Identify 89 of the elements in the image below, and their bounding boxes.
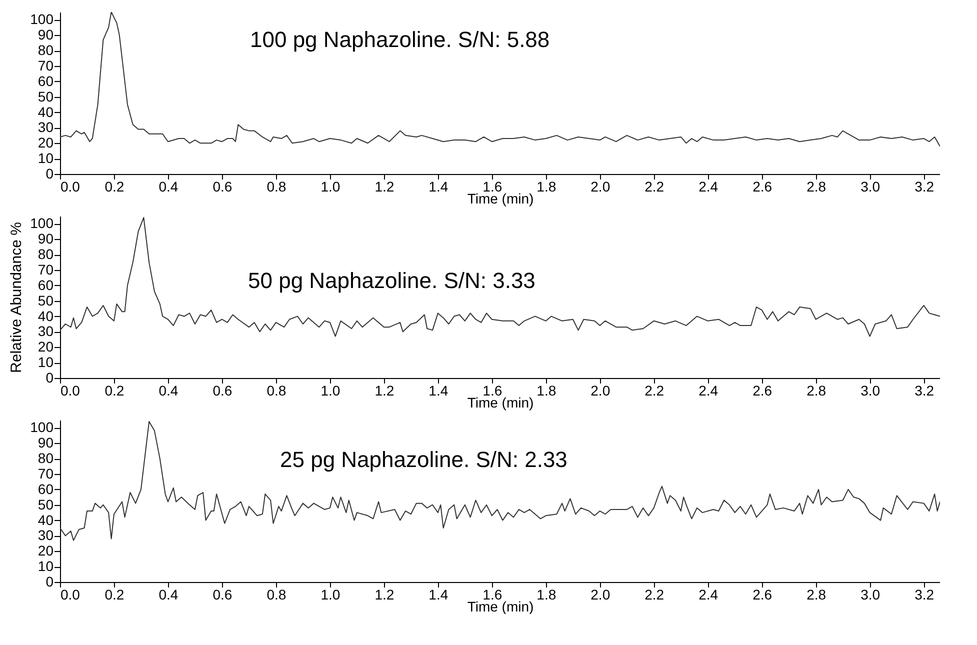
- x-tick-label: 0.6: [212, 178, 232, 194]
- x-tick-label: 2.6: [752, 178, 772, 194]
- y-tick-label: 100: [30, 215, 54, 232]
- line-series: [60, 12, 940, 147]
- x-tick-label: 1.2: [374, 586, 394, 602]
- x-tick-label: 2.4: [698, 382, 718, 398]
- x-tick-label: 2.8: [806, 178, 826, 194]
- x-tick-label: 0.6: [212, 586, 232, 602]
- x-tick-label: 1.0: [320, 586, 340, 602]
- y-tick-label: 40: [38, 308, 54, 324]
- x-tick-label: 0.0: [60, 178, 80, 194]
- y-tick-label: 80: [38, 246, 54, 262]
- x-tick-label: 2.0: [590, 586, 610, 602]
- x-tick-label: 1.0: [320, 178, 340, 194]
- x-tick-label: 1.8: [536, 382, 556, 398]
- y-tick-label: 0: [46, 574, 54, 590]
- y-tick-label: 30: [38, 119, 54, 136]
- x-tick-label: 2.6: [752, 382, 772, 398]
- y-tick-label: 50: [38, 496, 54, 512]
- x-tick-label: 2.4: [698, 178, 718, 194]
- y-tick-label: 30: [38, 323, 54, 340]
- text: 100 pg Naphazoline. S/N: 5.88: [250, 27, 550, 52]
- x-tick-label: 0.0: [60, 382, 80, 398]
- text: 25 pg Naphazoline. S/N: 2.33: [280, 447, 568, 472]
- x-tick-label: 2.2: [644, 178, 664, 194]
- x-tick-label: 3.0: [860, 586, 880, 602]
- y-tick-label: 30: [38, 527, 54, 544]
- x-tick-label: 0.2: [104, 586, 124, 602]
- x-tick-label: 1.4: [428, 178, 448, 194]
- y-tick-label: 90: [38, 230, 54, 247]
- x-tick-label: 0.4: [158, 586, 178, 602]
- x-tick-label: 2.6: [752, 586, 772, 602]
- y-tick-label: 90: [38, 434, 54, 451]
- x-tick-label: 2.8: [806, 586, 826, 602]
- y-tick-label: 0: [46, 370, 54, 386]
- line-series: [60, 217, 940, 337]
- x-tick-label: 2.2: [644, 382, 664, 398]
- x-tick-label: 2.2: [644, 586, 664, 602]
- y-axis-title: Relative Abundance %: [8, 222, 26, 373]
- x-tick-label: 0.6: [212, 382, 232, 398]
- y-tick-label: 100: [30, 419, 54, 436]
- y-tick-label: 80: [38, 42, 54, 58]
- x-tick-label: 1.8: [536, 178, 556, 194]
- x-tick-label: 1.0: [320, 382, 340, 398]
- x-tick-label: 2.8: [806, 382, 826, 398]
- x-tick-label: 0.0: [60, 586, 80, 602]
- x-tick-label: 3.2: [914, 178, 934, 194]
- x-tick-label: 0.2: [104, 382, 124, 398]
- y-tick-label: 0: [46, 166, 54, 182]
- y-tick-label: 60: [38, 72, 54, 89]
- x-tick-label: 0.4: [158, 178, 178, 194]
- y-tick-label: 20: [38, 542, 54, 559]
- x-tick-label: 2.0: [590, 178, 610, 194]
- y-tick-label: 50: [38, 88, 54, 104]
- x-tick-label: 3.2: [914, 586, 934, 602]
- y-tick-label: 10: [38, 150, 54, 166]
- x-tick-label: 1.6: [482, 586, 502, 602]
- x-tick-label: 1.4: [428, 586, 448, 602]
- y-tick-label: 20: [38, 338, 54, 355]
- y-tick-label: 70: [38, 262, 54, 278]
- text: 50 pg Naphazoline. S/N: 3.33: [248, 268, 536, 293]
- x-tick-label: 3.0: [860, 178, 880, 194]
- x-tick-label: 0.2: [104, 178, 124, 194]
- y-tick-label: 60: [38, 480, 54, 497]
- y-tick-label: 80: [38, 450, 54, 466]
- y-tick-label: 10: [38, 558, 54, 574]
- x-tick-label: 1.8: [536, 586, 556, 602]
- y-tick-label: 70: [38, 58, 54, 74]
- x-tick-label: 0.4: [158, 382, 178, 398]
- y-tick-label: 20: [38, 134, 54, 151]
- y-tick-label: 70: [38, 466, 54, 482]
- x-tick-label: 0.8: [266, 178, 286, 194]
- x-tick-label: 1.4: [428, 382, 448, 398]
- x-tick-label: 1.2: [374, 382, 394, 398]
- x-tick-label: 1.2: [374, 178, 394, 194]
- y-tick-label: 40: [38, 512, 54, 528]
- y-tick-label: 90: [38, 26, 54, 43]
- x-tick-label: 2.0: [590, 382, 610, 398]
- y-tick-label: 10: [38, 354, 54, 370]
- y-tick-label: 50: [38, 292, 54, 308]
- x-tick-label: 3.2: [914, 382, 934, 398]
- y-tick-label: 100: [30, 11, 54, 28]
- y-tick-label: 60: [38, 276, 54, 293]
- x-tick-label: 3.0: [860, 382, 880, 398]
- x-tick-label: 2.4: [698, 586, 718, 602]
- x-tick-label: 0.8: [266, 382, 286, 398]
- y-tick-label: 40: [38, 104, 54, 120]
- line-series: [60, 421, 940, 541]
- x-tick-label: 0.8: [266, 586, 286, 602]
